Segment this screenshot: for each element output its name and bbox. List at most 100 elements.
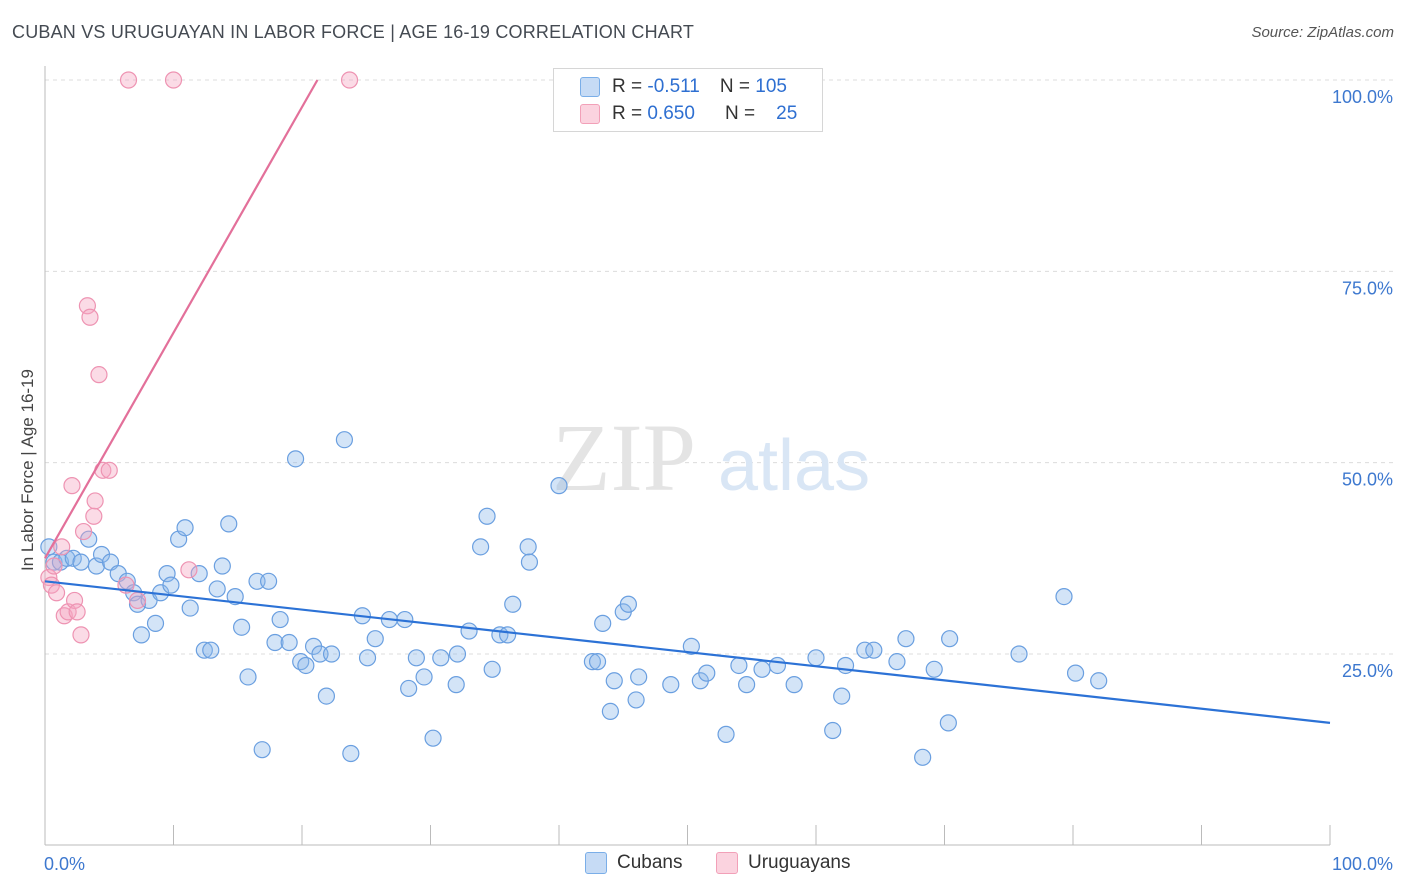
uruguayans-legend-swatch — [716, 852, 738, 874]
series-legend: Cubans Uruguayans — [0, 852, 1406, 878]
chart-title: CUBAN VS URUGUAYAN IN LABOR FORCE | AGE … — [12, 22, 695, 42]
cubans-point — [45, 553, 63, 571]
n-value: 105 — [755, 76, 787, 97]
y-tick-label: 50.0% — [1342, 470, 1393, 490]
r-label: R = — [612, 103, 643, 124]
r-value: -0.511 — [647, 76, 700, 97]
cubans-point — [499, 626, 517, 644]
cubans-point — [925, 660, 943, 678]
cubans-point — [807, 649, 825, 667]
cubans-point — [897, 630, 915, 648]
cubans-point — [1090, 672, 1108, 690]
cubans-point — [662, 676, 680, 694]
cubans-point — [605, 672, 623, 690]
uruguayans-point — [68, 603, 86, 621]
grid-layer — [45, 79, 1395, 655]
cubans-point — [888, 653, 906, 671]
cubans-point — [208, 580, 226, 598]
correlation-legend: R = -0.511 N = 105 R = 0.650 N = 25 — [553, 68, 823, 132]
legend-label-uruguayans: Uruguayans — [748, 852, 851, 873]
cubans-point — [939, 714, 957, 732]
uruguayans-point — [128, 591, 147, 610]
n-label: N = — [724, 103, 756, 124]
r-value: 0.650 — [647, 103, 695, 124]
cubans-point — [132, 626, 150, 644]
trend-layer — [44, 79, 1331, 724]
cubans-point — [753, 660, 771, 678]
uruguayans-swatch — [580, 104, 600, 124]
uruguayans-point — [45, 557, 63, 575]
cubans-trend-line — [44, 580, 1331, 724]
cubans-point — [1010, 645, 1028, 663]
cubans-point — [483, 660, 501, 678]
cubans-point — [520, 553, 539, 571]
cubans-point — [297, 656, 315, 675]
cubans-point — [286, 450, 305, 468]
cubans-point — [226, 587, 244, 606]
source-credit: Source: ZipAtlas.com — [1251, 24, 1394, 41]
uruguayans-point — [47, 584, 66, 602]
cubans-point — [856, 641, 874, 659]
cubans-point — [233, 618, 251, 636]
uruguayans-point — [180, 561, 198, 579]
cubans-point — [785, 676, 803, 694]
cubans-point — [190, 565, 208, 583]
x-tick-label: 0.0% — [44, 854, 85, 874]
cubans-point — [472, 538, 490, 556]
uruguayans-point — [119, 71, 138, 89]
cubans-point — [619, 595, 637, 613]
watermark-zip: ZIP — [552, 404, 696, 511]
x-tick-label: 100.0% — [1332, 854, 1393, 874]
cubans-point — [195, 641, 213, 659]
cubans-point — [280, 633, 298, 652]
uruguayans-point — [85, 507, 103, 525]
uruguayans-point — [340, 71, 359, 89]
cubans-swatch — [580, 77, 600, 97]
cubans-point — [366, 630, 384, 648]
watermark-atlas: atlas — [718, 426, 870, 506]
uruguayans-point — [86, 492, 104, 510]
cubans-point — [478, 507, 496, 525]
cubans-point — [400, 679, 418, 698]
cubans-point — [271, 610, 289, 629]
cubans-point — [239, 668, 257, 686]
cubans-point — [682, 637, 700, 655]
legend-item-cubans[interactable]: Cubans — [585, 852, 683, 874]
cubans-point — [220, 515, 238, 533]
cubans-point — [432, 649, 450, 667]
cubans-point — [424, 729, 442, 747]
legend-item-uruguayans[interactable]: Uruguayans — [716, 852, 850, 874]
cubans-point — [460, 622, 478, 640]
uruguayans-point — [72, 626, 90, 644]
cubans-point — [1055, 587, 1073, 606]
cubans-point — [519, 538, 537, 556]
r-label: R = — [612, 76, 643, 97]
cubans-point — [914, 748, 932, 766]
cubans-point — [322, 645, 341, 663]
cubans-point — [176, 519, 194, 537]
watermark: ZIP atlas — [552, 404, 870, 511]
cubans-point — [630, 668, 648, 686]
uruguayans-point — [63, 477, 81, 495]
legend-row-cubans: R = -0.511 N = 105 — [580, 75, 787, 99]
cubans-point — [627, 691, 645, 709]
uruguayans-point — [53, 538, 71, 556]
y-tick-label: 75.0% — [1342, 278, 1393, 298]
cubans-point — [588, 653, 607, 671]
cubans-point — [941, 630, 959, 648]
tick-labels: 100.0% 75.0% 50.0% 25.0% 0.0% 100.0% — [44, 87, 1393, 874]
n-label: N = — [719, 76, 750, 97]
cubans-point — [583, 653, 602, 671]
cubans-point — [824, 721, 842, 740]
cubans-point — [266, 633, 284, 652]
cubans-point — [730, 656, 748, 675]
cubans-point — [550, 477, 568, 495]
legend-label-cubans: Cubans — [617, 852, 683, 873]
cubans-point — [504, 595, 522, 613]
cubans-point — [64, 549, 82, 567]
uruguayans-point — [81, 308, 99, 326]
uruguayans-point — [90, 366, 108, 384]
cubans-point — [717, 725, 735, 743]
cubans-point — [253, 741, 271, 759]
